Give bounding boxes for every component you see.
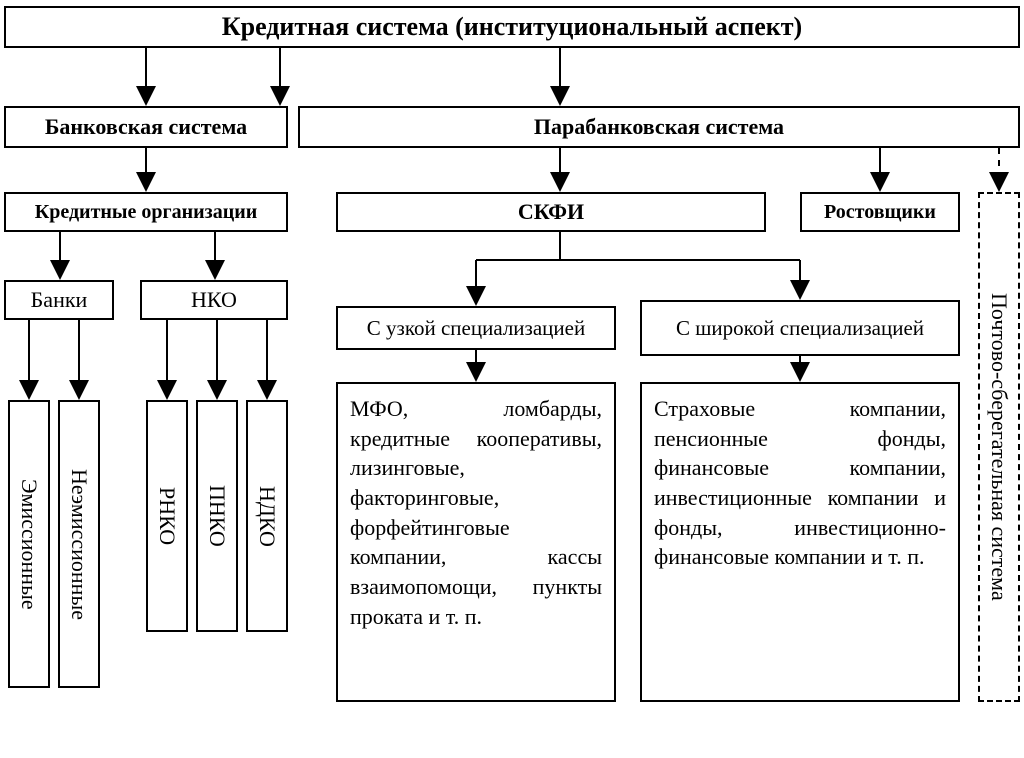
nko-label: НКО xyxy=(191,287,237,312)
wide-list-box: Страховые компании, пенсионные фонды, фи… xyxy=(640,382,960,702)
ndko-box: НДКО xyxy=(246,400,288,632)
title-box: Кредитная система (институциональный асп… xyxy=(4,6,1020,48)
skfi-label: СКФИ xyxy=(518,199,584,224)
wide-box: С широкой специализацией xyxy=(640,300,960,356)
emission-box: Эмиссионные xyxy=(8,400,50,688)
rnko-box: РНКО xyxy=(146,400,188,632)
pnko-label: ПНКО xyxy=(204,485,230,547)
narrow-box: С узкой специализацией xyxy=(336,306,616,350)
ndko-label: НДКО xyxy=(254,486,280,547)
postal-label: Почтово-сберегательная система xyxy=(986,293,1012,601)
usurers-label: Ростовщики xyxy=(824,201,936,224)
pnko-box: ПНКО xyxy=(196,400,238,632)
emission-label: Эмиссионные xyxy=(16,479,42,610)
banking-system-label: Банковская система xyxy=(45,114,247,139)
nonemission-box: Неэмиссионные xyxy=(58,400,100,688)
narrow-list-text: МФО, ломбарды, кредитные кооперативы, ли… xyxy=(350,396,602,629)
credit-orgs-label: Кредитные организации xyxy=(35,201,258,224)
narrow-label: С узкой специализацией xyxy=(367,316,585,340)
nonemission-label: Неэмиссионные xyxy=(66,469,92,620)
skfi-box: СКФИ xyxy=(336,192,766,232)
narrow-list-box: МФО, ломбарды, кредитные кооперативы, ли… xyxy=(336,382,616,702)
banks-label: Банки xyxy=(31,287,88,312)
banking-system-box: Банковская система xyxy=(4,106,288,148)
usurers-box: Ростовщики xyxy=(800,192,960,232)
rnko-label: РНКО xyxy=(154,487,180,545)
title-text: Кредитная система (институциональный асп… xyxy=(222,12,802,42)
banks-box: Банки xyxy=(4,280,114,320)
postal-box: Почтово-сберегательная система xyxy=(978,192,1020,702)
parabanking-system-box: Парабанковская система xyxy=(298,106,1020,148)
nko-box: НКО xyxy=(140,280,288,320)
wide-label: С широкой специализацией xyxy=(676,316,924,340)
wide-list-text: Страховые компании, пенсионные фонды, фи… xyxy=(654,396,946,569)
credit-orgs-box: Кредитные организации xyxy=(4,192,288,232)
parabanking-system-label: Парабанковская система xyxy=(534,114,784,139)
